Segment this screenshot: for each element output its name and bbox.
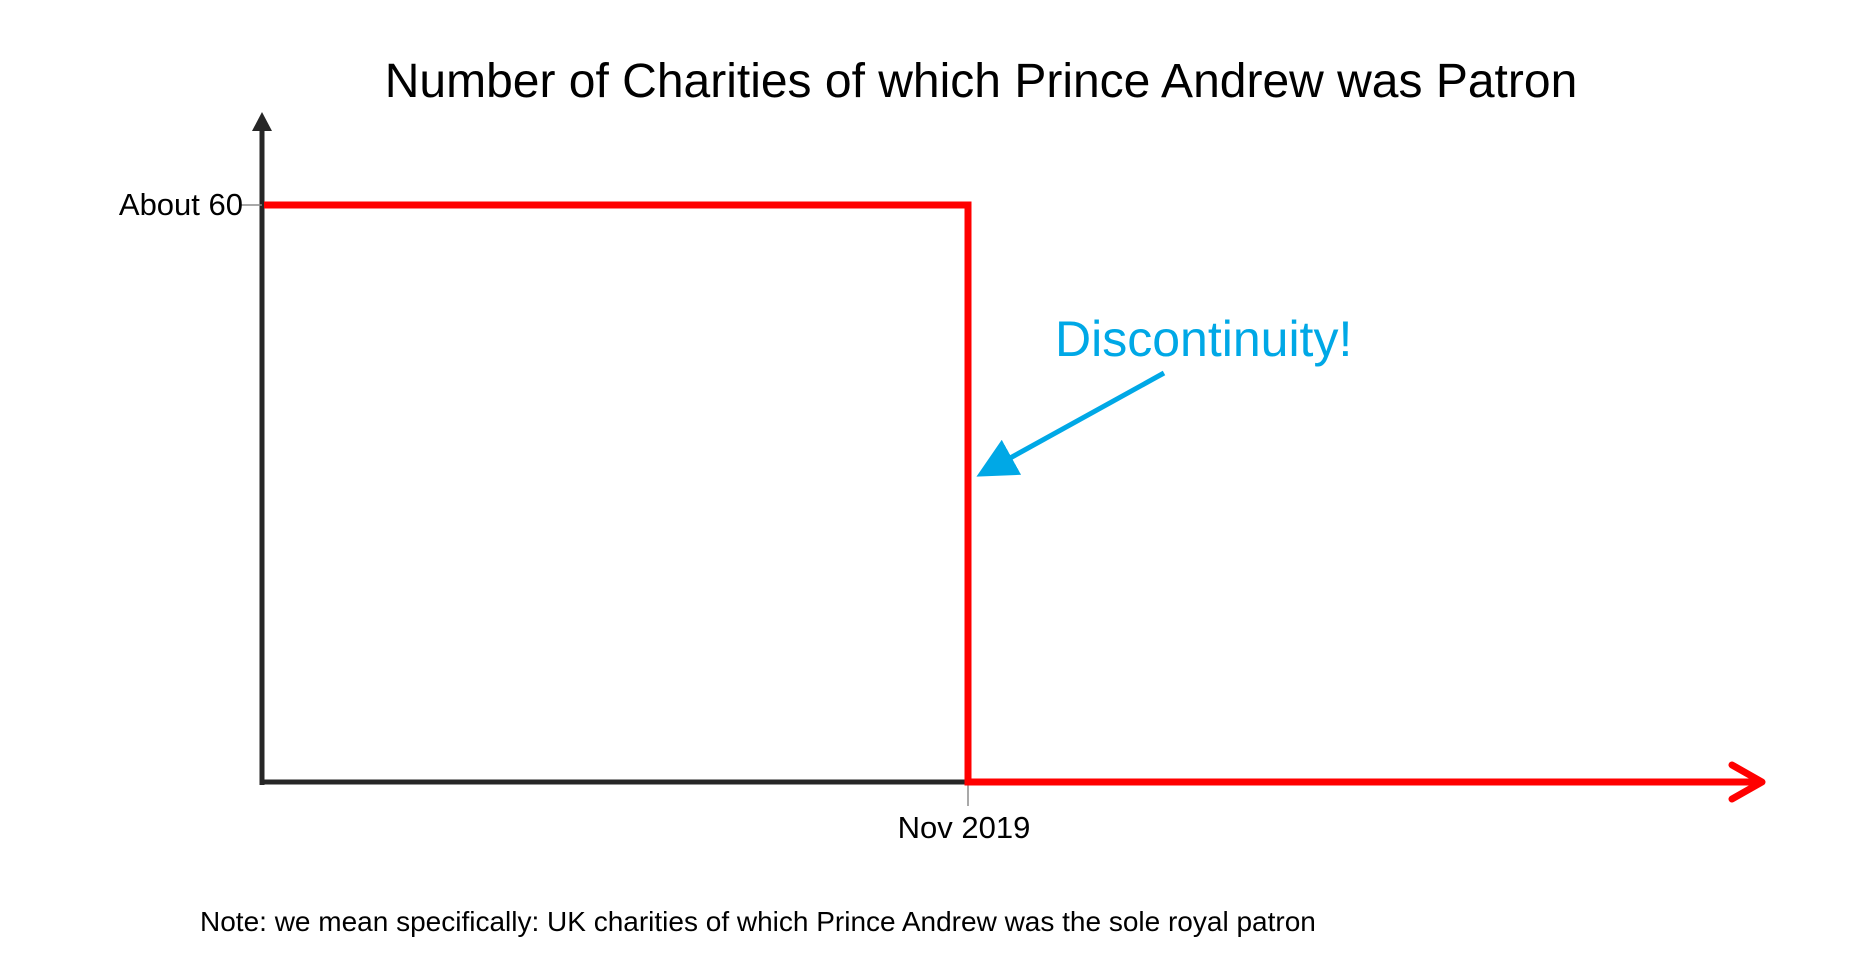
series-line (264, 201, 1762, 786)
x-tick-label: Nov 2019 (898, 810, 1031, 845)
chart-title: Number of Charities of which Prince Andr… (385, 55, 1578, 108)
annotation-text: Discontinuity! (1055, 311, 1352, 367)
footnote: Note: we mean specifically: UK charities… (200, 906, 1316, 937)
annotation-arrow (976, 370, 1166, 477)
axes (252, 112, 968, 785)
y-tick-label: About 60 (119, 187, 243, 222)
series-arrowhead (1728, 761, 1766, 803)
y-axis-arrowhead (252, 112, 272, 131)
